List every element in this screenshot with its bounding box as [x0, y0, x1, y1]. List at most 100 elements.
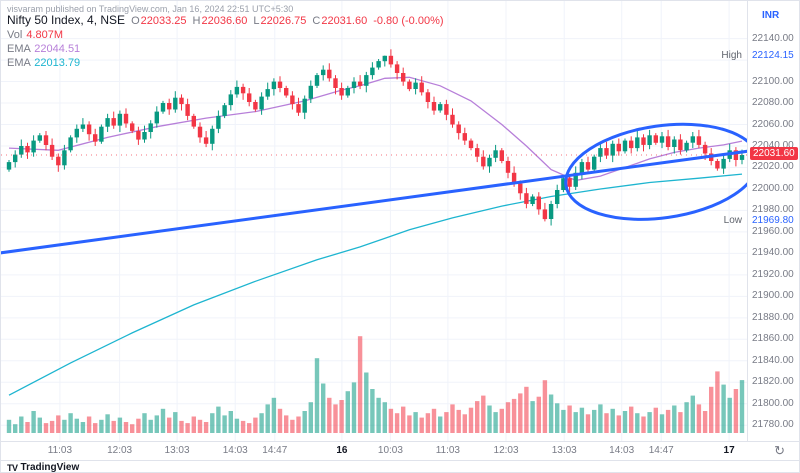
volume-bar	[425, 413, 431, 433]
volume-bar	[111, 420, 116, 433]
candle-body	[641, 137, 646, 145]
volume-bar	[450, 404, 455, 433]
price-tick: 21800.00	[752, 397, 794, 409]
ema-fast-label: EMA	[7, 43, 31, 55]
symbol-row[interactable]: Nifty 50 Index, 4, NSE O22033.25 H22036.60…	[7, 14, 444, 28]
candle-body	[197, 126, 203, 138]
volume-bar	[475, 401, 480, 433]
currency-label[interactable]: INR	[762, 10, 780, 21]
trendline-drawing[interactable]	[1, 149, 747, 255]
ema-fast-value: 22044.51	[34, 43, 81, 55]
close-label: C	[312, 15, 321, 27]
price-tick: 22060.00	[752, 118, 794, 130]
attribution-text: visvaram published on TradingView.com, J…	[7, 4, 294, 14]
volume-bar	[271, 397, 277, 433]
price-tick: 21940.00	[752, 247, 794, 259]
high-value: 22036.60	[201, 15, 248, 27]
volume-bar	[62, 419, 67, 433]
volume-bar	[203, 422, 209, 433]
volume-bar	[105, 414, 110, 433]
volume-bar	[598, 404, 603, 433]
candle-body	[265, 89, 270, 97]
volume-bar	[123, 422, 129, 433]
candle-body	[475, 148, 480, 157]
time-label: 14:47	[262, 445, 288, 456]
ema-slow-label: EMA	[7, 57, 31, 69]
candle-body	[117, 113, 123, 126]
time-label: 13:03	[551, 445, 577, 456]
candle-body	[511, 172, 517, 184]
volume-bar	[265, 404, 270, 433]
candle-body	[684, 142, 689, 151]
volume-row[interactable]: Vol 4.807M	[7, 29, 444, 42]
candle-body	[370, 67, 375, 76]
volume-bar	[179, 420, 184, 433]
volume-bar	[321, 383, 326, 433]
open-value: 22033.25	[140, 15, 187, 27]
candle-body	[216, 115, 221, 129]
volume-bar	[357, 336, 363, 433]
candle-body	[665, 136, 671, 147]
candle-body	[364, 75, 369, 86]
volume-bar	[555, 403, 560, 433]
volume-bar	[641, 416, 646, 433]
candle-body	[481, 156, 486, 167]
time-label-day: 16	[336, 445, 348, 456]
volume-bar	[635, 413, 640, 433]
volume-bar	[659, 414, 665, 433]
volume-bar	[690, 395, 695, 433]
volume-bar	[6, 419, 12, 433]
candle-body	[690, 136, 695, 143]
candle-body	[179, 97, 184, 105]
volume-bar	[382, 402, 387, 433]
volume-bar	[733, 389, 739, 433]
candle-body	[438, 104, 443, 111]
volume-bar	[142, 413, 147, 433]
time-axis[interactable]: ↻ 11:03 12:03 13:03 14:03 14:47 16 10:03 11:03 1…	[1, 441, 799, 460]
reset-chart-icon[interactable]: ↻	[774, 443, 785, 458]
volume-bar	[678, 412, 683, 433]
candle-body	[86, 124, 92, 135]
volume-bar	[277, 408, 283, 433]
volume-bar	[284, 415, 289, 433]
volume-bar	[240, 420, 246, 433]
candle-body	[111, 118, 116, 126]
candle-body	[456, 124, 461, 134]
candle-body	[592, 156, 597, 170]
volume-bar	[376, 397, 381, 433]
price-chart-canvas[interactable]	[1, 1, 747, 441]
volume-bar	[222, 415, 227, 433]
ema-fast-row[interactable]: EMA 22044.51	[7, 43, 444, 56]
high-marker-label: High	[721, 49, 742, 61]
volume-bar	[499, 408, 504, 433]
price-tick: 22080.00	[752, 97, 794, 109]
close-value: 22031.60	[321, 15, 368, 27]
volume-bar	[80, 422, 86, 433]
ema-fast-line[interactable]	[8, 76, 743, 182]
volume-bar	[197, 419, 203, 433]
ellipse-drawing[interactable]	[560, 113, 747, 231]
tradingview-brand[interactable]: TradingView	[20, 462, 80, 473]
volume-bar	[438, 416, 443, 433]
volume-bar	[573, 412, 578, 433]
candle-body	[333, 78, 338, 88]
candle-body	[653, 135, 658, 143]
symbol-title[interactable]: Nifty 50 Index, 4, NSE	[7, 13, 126, 27]
candle-body	[277, 81, 283, 88]
candle-body	[25, 146, 30, 153]
price-axis[interactable]: INR 22140.00 22100.00 22080.00 22060.00 2204…	[747, 1, 799, 441]
candle-body	[696, 136, 702, 145]
price-tick: 21780.00	[752, 419, 794, 431]
volume-bar	[511, 398, 517, 433]
candle-body	[6, 162, 12, 170]
ema-slow-line[interactable]	[8, 173, 743, 396]
volume-bar	[715, 371, 720, 433]
volume-label: Vol	[7, 29, 23, 41]
candle-body	[548, 204, 554, 219]
volume-bar	[419, 417, 424, 433]
ema-slow-row[interactable]: EMA 22013.79	[7, 57, 444, 70]
tradingview-logo-icon[interactable]: TV	[7, 462, 18, 473]
candle-body	[210, 128, 215, 144]
volume-bar	[394, 413, 400, 433]
volume-bar	[653, 407, 658, 433]
